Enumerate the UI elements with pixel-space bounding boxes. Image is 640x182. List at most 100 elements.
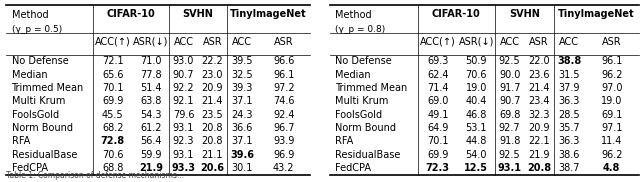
Text: 72.3: 72.3 [426,163,450,173]
Text: 63.8: 63.8 [140,96,161,106]
Text: ACC: ACC [500,37,520,47]
Text: 91.7: 91.7 [499,83,520,93]
Text: 90.0: 90.0 [499,70,520,80]
Text: 21.4: 21.4 [202,96,223,106]
Text: 69.8: 69.8 [499,110,520,120]
Text: 32.5: 32.5 [231,70,253,80]
Text: ACC: ACC [559,37,579,47]
Text: RFA: RFA [12,136,30,146]
Text: 23.6: 23.6 [528,70,550,80]
Text: FedCPA: FedCPA [12,163,47,173]
Text: 96.7: 96.7 [273,123,294,133]
Text: 20.8: 20.8 [202,136,223,146]
Text: 92.5: 92.5 [499,150,520,160]
Text: 61.2: 61.2 [140,123,161,133]
Text: 22.1: 22.1 [528,136,550,146]
Text: 21.9: 21.9 [528,150,550,160]
Text: 20.8: 20.8 [527,163,551,173]
Text: RFA: RFA [335,136,353,146]
Text: No Defense: No Defense [335,56,392,66]
Text: Table 1: Comparison of defense mechanisms...: Table 1: Comparison of defense mechanism… [6,171,184,180]
Text: 59.9: 59.9 [140,150,161,160]
Text: 23.5: 23.5 [202,110,223,120]
Text: 64.9: 64.9 [427,123,449,133]
Text: 54.0: 54.0 [466,150,487,160]
Text: 96.1: 96.1 [273,70,294,80]
Text: 69.1: 69.1 [601,110,622,120]
Text: 70.1: 70.1 [427,136,449,146]
Text: 24.3: 24.3 [231,110,253,120]
Text: 45.5: 45.5 [102,110,124,120]
Text: 40.4: 40.4 [466,96,487,106]
Text: 20.8: 20.8 [202,123,223,133]
Text: 93.1: 93.1 [498,163,522,173]
Text: 91.8: 91.8 [499,136,520,146]
Text: 28.5: 28.5 [558,110,580,120]
Text: 97.1: 97.1 [601,123,623,133]
Text: Norm Bound: Norm Bound [335,123,396,133]
Text: 72.8: 72.8 [100,136,125,146]
Text: 22.2: 22.2 [202,56,223,66]
Text: Trimmed Mean: Trimmed Mean [12,83,84,93]
Text: 70.1: 70.1 [102,83,124,93]
Text: 69.9: 69.9 [102,96,124,106]
Text: ASR: ASR [202,37,222,47]
Text: Multi Krum: Multi Krum [335,96,388,106]
Text: Median: Median [12,70,47,80]
Text: 93.1: 93.1 [173,123,194,133]
Text: ResidualBase: ResidualBase [335,150,400,160]
Text: 72.1: 72.1 [102,56,124,66]
Text: TinyImageNet: TinyImageNet [558,9,634,19]
Text: 31.5: 31.5 [559,70,580,80]
Text: 50.9: 50.9 [466,56,487,66]
Text: 96.9: 96.9 [273,150,294,160]
Text: 38.8: 38.8 [557,56,581,66]
Text: 71.4: 71.4 [427,83,449,93]
Text: ASR(↓): ASR(↓) [133,37,168,47]
Text: Method: Method [335,10,371,20]
Text: 93.3: 93.3 [172,163,195,173]
Text: 23.4: 23.4 [528,96,550,106]
Text: 44.8: 44.8 [466,136,487,146]
Text: ACC: ACC [232,37,252,47]
Text: 20.6: 20.6 [200,163,225,173]
Text: TinyImageNet: TinyImageNet [230,9,307,19]
Text: 97.2: 97.2 [273,83,294,93]
Text: 69.3: 69.3 [427,56,449,66]
Text: 19.0: 19.0 [601,96,622,106]
Text: 92.5: 92.5 [499,56,520,66]
Text: 39.3: 39.3 [231,83,253,93]
Text: 96.2: 96.2 [601,70,623,80]
Text: 4.8: 4.8 [603,163,620,173]
Text: 93.9: 93.9 [273,136,294,146]
Text: ACC(↑): ACC(↑) [420,37,456,47]
Text: ASR: ASR [602,37,621,47]
Text: 20.9: 20.9 [528,123,550,133]
Text: ACC: ACC [173,37,193,47]
Text: 96.6: 96.6 [273,56,294,66]
Text: Trimmed Mean: Trimmed Mean [335,83,407,93]
Text: FedCPA: FedCPA [335,163,371,173]
Text: ResidualBase: ResidualBase [12,150,77,160]
Text: 37.1: 37.1 [231,136,253,146]
Text: 90.7: 90.7 [173,70,194,80]
Text: Method: Method [12,10,48,20]
Text: 68.2: 68.2 [102,123,124,133]
Text: 93.0: 93.0 [173,56,194,66]
Text: 37.9: 37.9 [559,83,580,93]
Text: 12.5: 12.5 [465,163,488,173]
Text: 92.2: 92.2 [173,83,195,93]
Text: ASR: ASR [274,37,294,47]
Text: FoolsGold: FoolsGold [335,110,382,120]
Text: 23.0: 23.0 [202,70,223,80]
Text: 54.3: 54.3 [140,110,161,120]
Text: 30.1: 30.1 [231,163,253,173]
Text: 37.1: 37.1 [231,96,253,106]
Text: 96.1: 96.1 [601,56,622,66]
Text: 38.7: 38.7 [559,163,580,173]
Text: 43.2: 43.2 [273,163,294,173]
Text: 90.7: 90.7 [499,96,520,106]
Text: 53.1: 53.1 [466,123,487,133]
Text: ASR: ASR [529,37,549,47]
Text: 68.8: 68.8 [102,163,124,173]
